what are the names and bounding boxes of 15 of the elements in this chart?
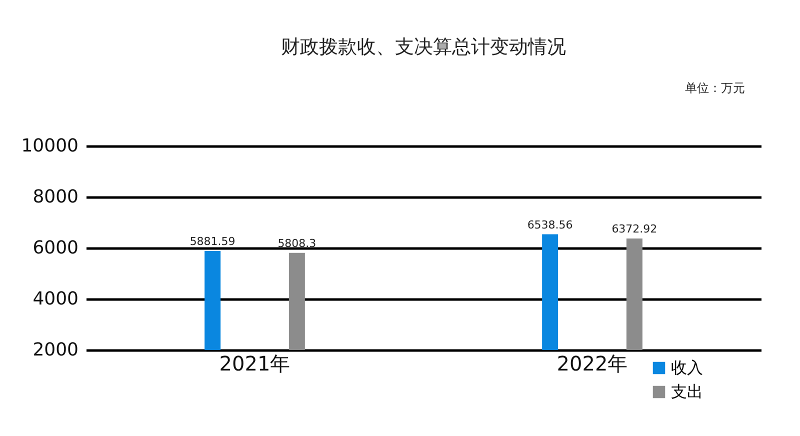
y-tick-label: 8000 bbox=[32, 186, 78, 208]
x-tick-label: 2021年 bbox=[219, 352, 290, 376]
data-label: 6372.92 bbox=[612, 222, 658, 236]
x-tick-label: 2022年 bbox=[556, 352, 628, 376]
legend-label: 收入 bbox=[671, 358, 703, 377]
y-tick-label: 4000 bbox=[32, 288, 78, 310]
text: 单位：万元 bbox=[685, 80, 745, 97]
y-tick-label: 2000 bbox=[32, 340, 78, 360]
y-tick-label: 6000 bbox=[32, 238, 78, 258]
legend-label: 支出 bbox=[671, 382, 703, 401]
data-label: 6538.56 bbox=[527, 218, 573, 232]
chart-title: 财政拨款收、支决算总计变动情况 bbox=[281, 36, 566, 58]
y-tick-label: 10000 bbox=[21, 136, 78, 156]
data-label: 5808.3 bbox=[278, 236, 316, 250]
data-label: 5881.59 bbox=[190, 235, 236, 248]
